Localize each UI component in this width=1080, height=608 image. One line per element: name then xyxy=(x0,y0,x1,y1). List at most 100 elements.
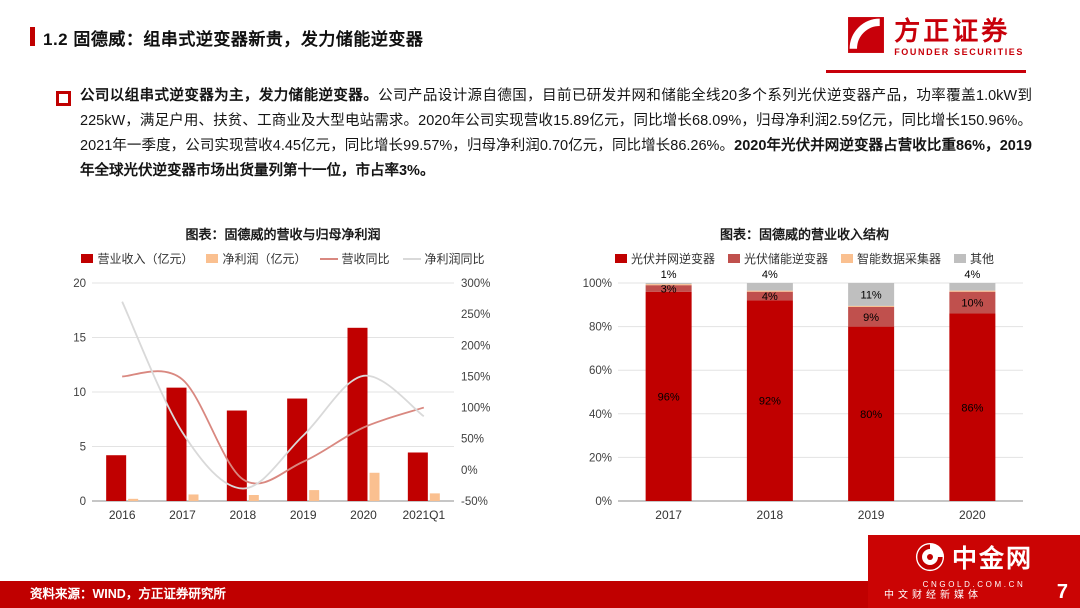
bar-revenue xyxy=(166,387,187,501)
legend-label: 其他 xyxy=(970,252,995,266)
stack-segment xyxy=(848,326,895,501)
segment-label: 11% xyxy=(861,289,882,301)
right-axis-tick: 200% xyxy=(461,340,490,352)
x-axis-label: 2018 xyxy=(229,508,256,522)
bar-profit xyxy=(188,494,199,501)
right-axis-tick: 300% xyxy=(461,278,490,290)
body-paragraph: 公司以组串式逆变器为主，发力储能逆变器。公司产品设计源自德国，目前已研发并网和储… xyxy=(80,84,1032,184)
x-axis-label: 2017 xyxy=(655,508,682,522)
bar-profit xyxy=(309,490,320,501)
left-chart-legend: 营业收入（亿元） 净利润（亿元） 营收同比 净利润同比 xyxy=(58,250,508,267)
right-chart-legend: 光伏并网逆变器 光伏储能逆变器 智能数据采集器 其他 xyxy=(572,250,1037,267)
left-axis-tick: 20 xyxy=(73,278,86,290)
legend-label: 智能数据采集器 xyxy=(857,252,942,266)
bar-profit xyxy=(248,495,259,501)
brand-url: CNGOLD.COM.CN xyxy=(922,580,1026,589)
page-number: 7 xyxy=(1056,581,1068,603)
y-axis-tick: 0% xyxy=(595,496,612,508)
bar-revenue xyxy=(347,327,368,501)
segment-label: 9% xyxy=(863,312,879,324)
stack-segment xyxy=(746,300,793,501)
logo-underline xyxy=(826,70,1026,73)
yoy-line-profit xyxy=(121,301,425,490)
x-axis-label: 2021Q1 xyxy=(402,508,445,522)
legend-swatch xyxy=(841,254,853,263)
segment-label: 4% xyxy=(762,291,778,303)
segment-label: 3% xyxy=(661,283,677,295)
cngold-brand-block: 中金网 CNGOLD.COM.CN 中文财经新媒体 7 xyxy=(868,535,1080,608)
x-axis-label: 2020 xyxy=(959,508,986,522)
page-title: 1.2 固德威：组串式逆变器新贵，发力储能逆变器 xyxy=(43,30,424,49)
right-axis-tick: 50% xyxy=(461,434,484,446)
founder-securities-logo: 方正证券 FOUNDER SECURITIES xyxy=(847,16,1024,59)
legend-swatch xyxy=(727,254,740,263)
revenue-profit-chart: 图表：固德威的营收与归母净利润 营业收入（亿元） 净利润（亿元） 营收同比 净利润同比… xyxy=(58,224,508,532)
right-axis-tick: 150% xyxy=(461,371,490,383)
bullet-square-icon xyxy=(56,91,71,106)
segment-label: 1% xyxy=(661,269,677,281)
body-text-segment: 公司以组串式逆变器为主，发力储能逆变器。 xyxy=(80,88,379,104)
right-axis-tick: 0% xyxy=(461,465,478,477)
legend-label: 营业收入（亿元） xyxy=(97,252,194,266)
x-axis-label: 2020 xyxy=(350,508,377,522)
stack-segment xyxy=(746,283,793,291)
legend-label: 营收同比 xyxy=(341,252,390,266)
legend-label: 净利润（亿元） xyxy=(222,252,307,266)
segment-label: 92% xyxy=(759,396,781,408)
founder-logo-icon xyxy=(847,16,885,59)
legend-item: 光伏储能逆变器 xyxy=(727,250,828,267)
legend-swatch xyxy=(614,254,627,263)
cngold-logo-icon xyxy=(915,542,945,577)
legend-item: 营收同比 xyxy=(319,250,390,267)
bar-profit xyxy=(429,493,440,501)
legend-item: 智能数据采集器 xyxy=(841,250,941,267)
stack-segment xyxy=(949,291,996,314)
stack-segment xyxy=(746,291,793,301)
segment-label: 4% xyxy=(964,269,980,281)
legend-swatch xyxy=(954,254,967,263)
x-axis-label: 2019 xyxy=(290,508,317,522)
y-axis-tick: 80% xyxy=(589,322,612,334)
y-axis-tick: 60% xyxy=(589,365,612,377)
right-axis-tick: -50% xyxy=(461,496,488,508)
bar-revenue xyxy=(407,452,428,501)
segment-label: 10% xyxy=(961,298,983,310)
right-chart-plot: 0% 20% 40% 60% 80% 100% 2017 2018 2019 2020 96% 3% 1… xyxy=(583,269,1023,522)
segment-label: 86% xyxy=(961,402,983,414)
founder-logo-name: 方正证券 xyxy=(894,16,1011,46)
left-chart-plot: 0 5 10 15 20 -50% 0% 50% 100% 150% 200% 250% 300% 201… xyxy=(73,278,490,522)
y-axis-tick: 40% xyxy=(589,409,612,421)
right-axis-tick: 250% xyxy=(461,309,490,321)
segment-label: 96% xyxy=(658,391,680,403)
stack-segment xyxy=(645,284,692,286)
legend-line-marker xyxy=(402,257,421,260)
legend-line-marker xyxy=(319,257,338,260)
left-axis-tick: 5 xyxy=(80,442,86,454)
left-axis-tick: 10 xyxy=(73,387,86,399)
legend-item: 净利润（亿元） xyxy=(206,250,307,267)
legend-label: 光伏储能逆变器 xyxy=(743,252,828,266)
bar-profit xyxy=(369,472,380,501)
x-axis-label: 2016 xyxy=(109,508,136,522)
legend-item: 其他 xyxy=(954,250,994,267)
legend-label: 净利润同比 xyxy=(424,252,485,266)
legend-item: 光伏并网逆变器 xyxy=(614,250,715,267)
right-chart-title: 图表：固德威的营业收入结构 xyxy=(719,227,889,242)
stack-segment xyxy=(949,290,996,292)
stack-segment xyxy=(746,290,793,292)
stack-segment xyxy=(949,313,996,501)
x-axis-label: 2019 xyxy=(858,508,885,522)
stack-segment xyxy=(645,283,692,285)
x-axis-label: 2018 xyxy=(757,508,784,522)
body-text-segment: 2020年光伏并网逆变器占营收比重86%，2019年全球光伏逆变器市场出货量列第… xyxy=(80,138,1032,179)
stack-segment xyxy=(848,283,895,306)
revenue-structure-chart: 图表：固德威的营业收入结构 光伏并网逆变器 光伏储能逆变器 智能数据采集器 其他 0%… xyxy=(572,224,1037,532)
bar-profit xyxy=(128,498,139,501)
stack-segment xyxy=(645,285,692,292)
body-text-segment: 公司产品设计源自德国，目前已研发并网和储能全线20多个系列光伏逆变器产品，功率覆… xyxy=(80,88,1032,154)
x-axis-label: 2017 xyxy=(169,508,196,522)
legend-item: 营业收入（亿元） xyxy=(81,250,193,267)
legend-swatch xyxy=(81,254,94,263)
yoy-line-revenue xyxy=(122,370,425,485)
